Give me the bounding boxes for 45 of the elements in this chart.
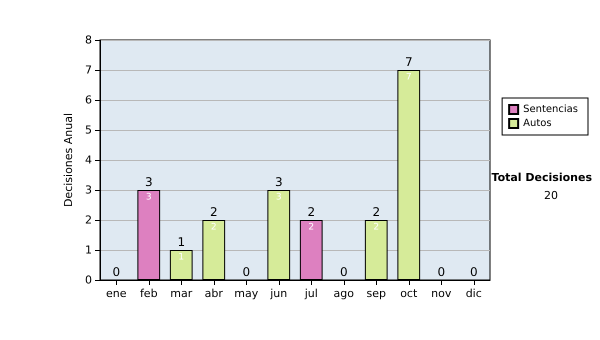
total-label: 3 bbox=[274, 175, 283, 189]
x-tick-label: may bbox=[234, 287, 259, 300]
legend-label: Sentencias bbox=[523, 104, 578, 115]
data-label: 3 bbox=[276, 192, 282, 202]
total-label: 0 bbox=[340, 265, 348, 279]
total-label: 2 bbox=[307, 205, 316, 219]
y-tick-label: 7 bbox=[85, 64, 92, 76]
data-label: 2 bbox=[210, 222, 217, 232]
y-axis-title: Decisiones Anual bbox=[62, 112, 76, 208]
data-label: 2 bbox=[308, 222, 314, 232]
data-label: 1 bbox=[178, 252, 184, 262]
x-tick-label: feb bbox=[140, 287, 158, 300]
data-label: 3 bbox=[146, 192, 152, 202]
total-label: 0 bbox=[112, 265, 120, 279]
total-label: 0 bbox=[242, 265, 250, 279]
text: 20 bbox=[544, 189, 558, 202]
y-tick-label: 6 bbox=[85, 94, 92, 106]
total-label: 3 bbox=[144, 175, 153, 189]
x-tick-label: ago bbox=[334, 287, 354, 300]
x-tick-label: jul bbox=[304, 287, 318, 300]
y-tick-label: 0 bbox=[85, 274, 92, 286]
text: Total Decisiones bbox=[492, 171, 592, 184]
x-tick-label: abr bbox=[204, 287, 224, 300]
y-tick-label: 1 bbox=[85, 244, 92, 256]
x-tick-label: oct bbox=[400, 287, 418, 300]
x-tick-label: mar bbox=[170, 287, 193, 300]
legend-label: Autos bbox=[523, 118, 552, 129]
total-label: 1 bbox=[177, 235, 186, 249]
y-tick-label: 8 bbox=[85, 34, 92, 46]
x-tick-label: sep bbox=[366, 287, 386, 300]
x-tick-label: ene bbox=[106, 287, 127, 300]
y-tick-label: 3 bbox=[85, 184, 92, 196]
data-label: 7 bbox=[406, 72, 412, 82]
y-tick-label: 5 bbox=[85, 124, 92, 136]
y-tick-label: 2 bbox=[85, 214, 92, 226]
total-label: 2 bbox=[210, 205, 218, 219]
y-tick-label: 4 bbox=[85, 154, 92, 166]
total-label: 0 bbox=[470, 265, 478, 279]
x-tick-label: jun bbox=[269, 287, 288, 300]
data-label: 2 bbox=[373, 222, 380, 232]
total-label: 7 bbox=[404, 55, 413, 69]
total-label: 2 bbox=[372, 205, 380, 219]
total-label: 0 bbox=[437, 265, 446, 279]
x-tick-label: nov bbox=[431, 287, 452, 300]
x-tick-label: dic bbox=[466, 287, 482, 300]
